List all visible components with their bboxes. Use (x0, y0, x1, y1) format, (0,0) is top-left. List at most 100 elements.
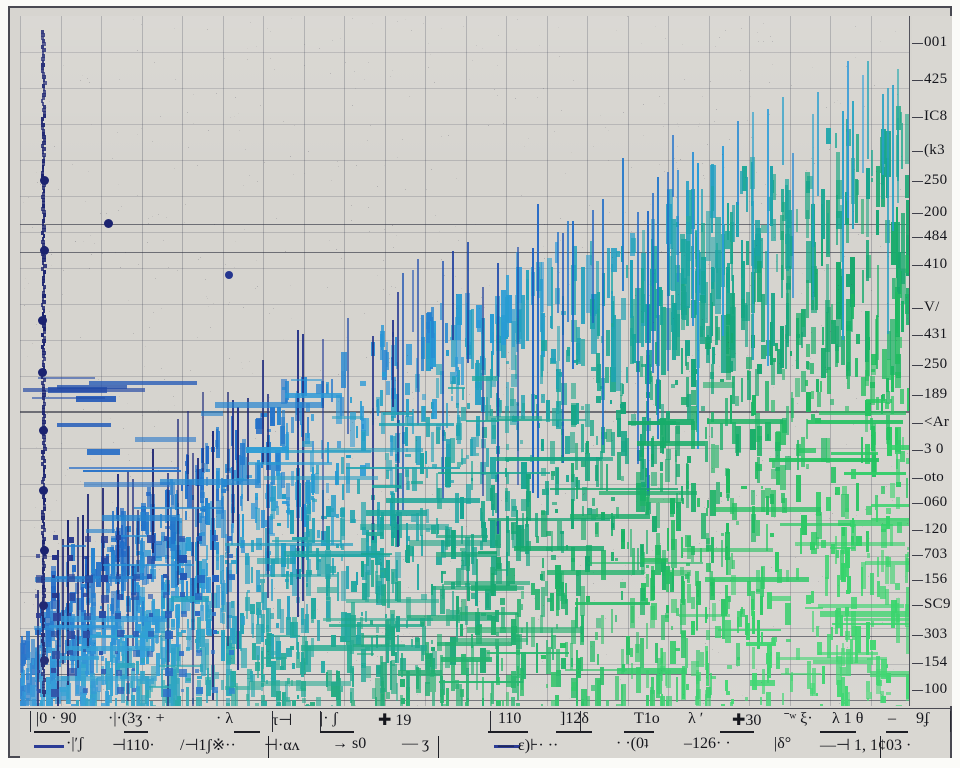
bar-segment (390, 467, 394, 486)
legend-label[interactable]: /⊣1ʃ※·· (180, 737, 236, 754)
bar-segment (151, 564, 157, 568)
axis-tick-label: 303 (924, 626, 948, 642)
bar-segment (170, 689, 174, 706)
legend-label[interactable]: —⊣ 1, 1¢03 · (820, 737, 912, 754)
noise-speck (44, 447, 45, 448)
noise-speck (168, 267, 169, 268)
noise-speck (747, 330, 748, 331)
noise-speck (116, 673, 117, 674)
bar-segment (505, 443, 510, 450)
legend-label[interactable]: |δ° (774, 735, 792, 752)
noise-speck (839, 703, 840, 704)
noise-speck (659, 673, 660, 674)
bar-segment (290, 645, 295, 650)
bar-segment (395, 463, 398, 492)
legend-label[interactable]: ·|ʹʃ (66, 735, 84, 752)
bar-spike (81, 514, 84, 583)
legend-label[interactable]: — ɛ)⊦· ·· (498, 737, 559, 754)
bar-segment (166, 671, 173, 686)
noise-speck (450, 561, 451, 562)
bar-segment (406, 544, 410, 563)
noise-speck (541, 504, 542, 505)
bar-segment (345, 613, 351, 643)
gridline-horizontal (20, 376, 909, 377)
noise-speck (106, 529, 107, 530)
noise-speck (372, 421, 373, 422)
bottom-axis-legend-strip[interactable]: |0 · 90 ·|·(3ʒ · + · λ τ⊣ |· ʃ ✚ 19 110]12δ T1o… (20, 708, 951, 759)
noise-speck (147, 617, 148, 618)
bar-segment (231, 600, 235, 618)
noise-speck (824, 270, 825, 271)
legend-label[interactable]: — ʒ (402, 735, 430, 752)
bar-segment (555, 564, 561, 589)
bar-segment (331, 682, 337, 698)
noise-speck (645, 577, 646, 578)
bar-spike (41, 534, 44, 659)
noise-speck (795, 557, 796, 558)
legend-label[interactable]: · ·(0ʇ (616, 735, 649, 752)
bar-segment (315, 472, 320, 494)
bar-spike (261, 359, 264, 464)
noise-speck (721, 501, 722, 502)
noise-speck (137, 511, 138, 512)
bar-segment (365, 418, 369, 436)
noise-speck (495, 377, 496, 378)
noise-speck (806, 170, 807, 171)
bar-segment (180, 537, 187, 561)
bar-spike (496, 262, 499, 534)
noise-speck (87, 78, 88, 79)
noise-speck (197, 337, 198, 338)
bar-segment (340, 554, 343, 562)
plot-area[interactable] (20, 16, 910, 706)
bar-segment (100, 702, 106, 706)
bar-segment (535, 394, 538, 399)
noise-speck (331, 180, 332, 181)
bar-segment (100, 605, 103, 609)
axis-tick (912, 503, 923, 504)
bar-segment (336, 514, 339, 519)
noise-speck (747, 120, 748, 121)
bar-segment (50, 600, 54, 627)
bar-segment (205, 562, 209, 576)
noise-speck (660, 452, 661, 453)
bar-series[interactable] (20, 16, 909, 706)
noise-speck (758, 41, 759, 42)
noise-speck (36, 447, 37, 448)
noise-speck (428, 466, 429, 467)
bar-segment (361, 423, 365, 429)
noise-speck (458, 639, 459, 640)
bar-segment (495, 609, 500, 622)
bar-segment (510, 388, 514, 407)
noise-speck (829, 149, 830, 150)
bar-segment (411, 639, 414, 648)
bar-spike (211, 430, 214, 700)
noise-speck (393, 670, 394, 671)
noise-speck (522, 415, 523, 416)
noise-speck (54, 621, 55, 622)
bar-segment (361, 430, 367, 452)
bar-segment (410, 513, 416, 522)
bar-segment (366, 665, 371, 678)
bar-segment (486, 471, 491, 501)
legend-label[interactable]: –126· · (684, 735, 731, 752)
legend-row[interactable]: ·|ʹʃ ⊣110· /⊣1ʃ※·· ⊣·αʌ → s0 — ʒ — ɛ)⊦· ·· · ·(… (20, 734, 950, 759)
noise-speck (247, 48, 248, 49)
noise-speck (344, 375, 345, 376)
noise-speck (704, 178, 705, 179)
bar-segment (456, 606, 463, 621)
noise-speck (417, 705, 418, 706)
bar-segment (405, 469, 410, 490)
bar-segment (180, 595, 186, 614)
legend-label[interactable]: ⊣110· (112, 737, 155, 754)
bar-spike (266, 394, 269, 599)
bar-segment (81, 694, 87, 706)
bar-segment (626, 653, 630, 664)
noise-speck (707, 144, 708, 145)
noise-speck (115, 252, 116, 253)
bar-segment (600, 450, 604, 459)
bar-segment (311, 498, 315, 513)
bar-segment (576, 479, 581, 489)
legend-label[interactable]: → s0 (332, 735, 367, 752)
legend-label[interactable]: ⊣·αʌ (264, 737, 300, 754)
noise-speck (41, 178, 42, 179)
